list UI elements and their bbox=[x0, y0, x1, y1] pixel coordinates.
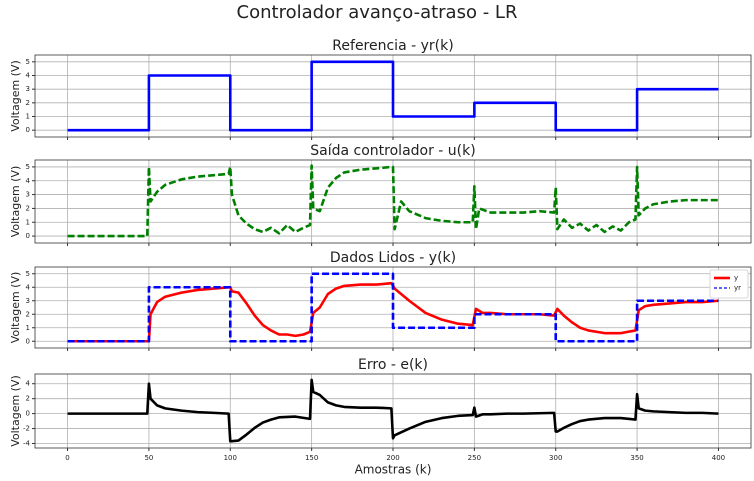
y-tick-label: 0 bbox=[26, 410, 30, 418]
y-tick-label: 3 bbox=[26, 297, 30, 305]
y-tick-label: 2 bbox=[26, 204, 30, 212]
x-tick-label: 100 bbox=[224, 454, 237, 462]
figure-title: Controlador avanço-atraso - LR bbox=[237, 2, 518, 23]
x-axis-label: Amostras (k) bbox=[355, 463, 432, 477]
y-tick-label: 1 bbox=[26, 324, 30, 332]
y-tick-label: 2 bbox=[26, 310, 30, 318]
panel-title: Erro - e(k) bbox=[358, 357, 428, 373]
series-line bbox=[67, 272, 719, 343]
y-tick-label: 1 bbox=[26, 218, 30, 226]
y-tick-label: 0 bbox=[26, 126, 30, 134]
y-tick-label: 5 bbox=[26, 163, 30, 171]
panel-title: Dados Lidos - y(k) bbox=[330, 250, 456, 266]
panel-title: Saída controlador - u(k) bbox=[310, 143, 475, 159]
axes-frame bbox=[34, 373, 752, 449]
y-tick-label: 0 bbox=[26, 232, 30, 240]
y-tick-label: 5 bbox=[26, 270, 30, 278]
legend-label: y bbox=[734, 274, 738, 282]
x-tick-label: 150 bbox=[305, 454, 318, 462]
series-line bbox=[67, 60, 719, 132]
y-tick-label: -4 bbox=[23, 440, 31, 448]
legend-box bbox=[709, 269, 749, 299]
y-tick-label: 3 bbox=[26, 191, 30, 199]
y-tick-label: 1 bbox=[26, 113, 30, 121]
x-tick-label: 350 bbox=[630, 454, 643, 462]
y-tick-label: 4 bbox=[26, 72, 31, 80]
series-line bbox=[67, 378, 719, 443]
y-tick-label: 4 bbox=[26, 380, 31, 388]
x-tick-label: 50 bbox=[144, 454, 153, 462]
y-tick-label: 4 bbox=[26, 177, 31, 185]
y-axis-label: Voltagem (V) bbox=[9, 166, 22, 238]
axes-frame bbox=[34, 266, 752, 349]
axes-frame bbox=[34, 54, 752, 138]
x-tick-label: 300 bbox=[549, 454, 562, 462]
panel-title: Referencia - yr(k) bbox=[332, 38, 453, 54]
y-tick-label: 2 bbox=[26, 395, 30, 403]
x-tick-label: 200 bbox=[386, 454, 399, 462]
x-tick-label: 250 bbox=[468, 454, 481, 462]
series-line bbox=[67, 281, 719, 343]
x-tick-label: 400 bbox=[712, 454, 725, 462]
legend-label: yr bbox=[734, 284, 741, 292]
series-line bbox=[67, 164, 719, 238]
y-axis-label: Voltagem (V) bbox=[9, 60, 22, 132]
y-axis-label: Voltagem (V) bbox=[9, 375, 22, 447]
y-axis-label: Voltagem (V) bbox=[9, 272, 22, 344]
y-tick-label: 2 bbox=[26, 99, 30, 107]
y-tick-label: 3 bbox=[26, 85, 30, 93]
axes-frame bbox=[34, 159, 752, 244]
y-tick-label: 4 bbox=[26, 283, 31, 291]
x-tick-label: 0 bbox=[65, 454, 69, 462]
y-tick-label: 0 bbox=[26, 337, 30, 345]
y-tick-label: -2 bbox=[23, 425, 30, 433]
y-tick-label: 5 bbox=[26, 58, 30, 66]
